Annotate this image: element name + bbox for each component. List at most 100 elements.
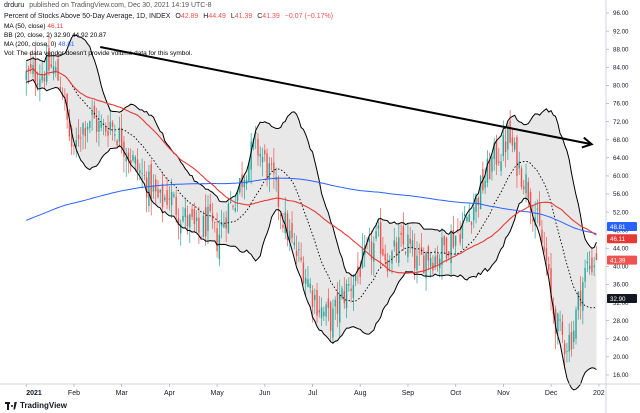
candle-body (409, 238, 411, 244)
candle-body (125, 156, 127, 162)
legend-ma50-value: 46.11 (47, 23, 64, 30)
candle-body (27, 68, 30, 70)
candle-body (416, 255, 418, 271)
legend-ma200-value: 48.81 (58, 41, 75, 48)
tradingview-logo[interactable]: TradingView (5, 401, 67, 410)
candle-body (548, 263, 550, 270)
candle-body (304, 278, 307, 284)
candle-body (211, 213, 214, 222)
candle-body (466, 216, 468, 222)
candle-body (352, 284, 355, 298)
candle-body (225, 217, 227, 229)
candle-body (527, 181, 530, 199)
candle-body (477, 197, 480, 206)
candle-body (134, 156, 136, 164)
candle-body (579, 290, 582, 307)
author-name[interactable]: drduru (4, 2, 25, 9)
candle-body (120, 128, 123, 149)
candle-body (391, 251, 393, 264)
candle-body (127, 152, 130, 161)
candle-body (268, 163, 271, 180)
candle-body (445, 237, 448, 259)
candle-body (52, 66, 55, 75)
candle-body (311, 290, 314, 307)
candle-body (320, 307, 323, 319)
legend-ma200[interactable]: MA (200, close, 0) 48.81 (4, 40, 74, 49)
candle-body (109, 121, 112, 130)
y-tick-label: 56.00 (613, 191, 629, 198)
y-tick-label: 88.00 (613, 46, 629, 53)
tradingview-logo-icon (5, 401, 17, 410)
candle-body (282, 224, 284, 229)
candle-body (59, 87, 62, 91)
candle-body (341, 288, 343, 298)
candle-body (77, 134, 80, 139)
candle-body (64, 96, 66, 98)
candle-body (498, 161, 500, 163)
y-tick-label: 44.00 (613, 245, 629, 252)
ma200-line (26, 177, 597, 235)
symbol-header: Percent of Stocks Above 50-Day Average, … (4, 12, 336, 21)
candle-body (495, 140, 498, 165)
price-tag: 48.81 (607, 222, 637, 232)
candle-body (248, 161, 250, 182)
candle-body (375, 231, 377, 239)
candle-body (452, 229, 455, 248)
candle-body (182, 215, 184, 222)
candle-body (582, 282, 584, 311)
candle-body (164, 197, 166, 201)
candle-body (502, 135, 505, 157)
candle-body (516, 137, 518, 177)
candle-body (404, 252, 407, 254)
candle-body (259, 153, 261, 157)
x-tick-label: Sep (402, 390, 415, 397)
candle-body (563, 343, 566, 355)
candle-body (345, 283, 348, 309)
candle-body (316, 290, 318, 316)
candle-body (334, 299, 336, 307)
candle-body (89, 120, 91, 128)
x-tick-label: Jun (259, 390, 270, 397)
candle-body (414, 248, 416, 269)
legend-ma50[interactable]: MA (50, close) 46.11 (4, 22, 63, 31)
candle-body (538, 203, 541, 226)
x-tick-label: Oct (450, 390, 461, 397)
candle-body (105, 126, 107, 132)
x-tick-label: Nov (497, 390, 510, 397)
y-tick-label: 60.00 (613, 173, 629, 180)
bollinger-basis-line (26, 68, 597, 309)
candle-body (130, 159, 132, 164)
candle-body (95, 117, 98, 132)
price-tag-bg (607, 234, 637, 244)
candle-body (157, 189, 159, 198)
candle-body (73, 144, 75, 146)
candle-body (107, 130, 109, 136)
bollinger-band-fill (26, 35, 597, 390)
y-tick-label: 16.00 (613, 372, 629, 379)
x-tick-label: Apr (164, 390, 176, 397)
candle-body (80, 137, 82, 139)
candle-body (279, 214, 282, 217)
y-tick-label: 68.00 (613, 137, 629, 144)
candle-body (277, 177, 280, 207)
candle-body (145, 177, 148, 198)
legend-volume-text: Vol: The data vendor doesn't provide vol… (4, 50, 193, 57)
y-tick-label: 20.00 (613, 354, 629, 361)
candle-body (509, 120, 511, 143)
candle-body (143, 175, 146, 176)
candle-body (273, 162, 275, 174)
legend-bb[interactable]: BB (20, close, 2) 32.90 44.92 20.87 (4, 31, 106, 40)
candle-body (454, 235, 457, 246)
candle-body (588, 265, 591, 270)
candle-body (325, 304, 327, 317)
x-tick-label: Aug (354, 390, 367, 397)
candle-body (402, 226, 405, 245)
price-tag-bg (607, 294, 637, 303)
y-tick-label: 92.00 (613, 28, 629, 35)
y-tick-label: 52.00 (613, 209, 629, 216)
candle-body (180, 223, 182, 234)
ohlc-low-label: L (230, 13, 235, 20)
candle-body (286, 213, 289, 241)
author-line: drduru published on TradingView.com, Dec… (4, 1, 215, 10)
